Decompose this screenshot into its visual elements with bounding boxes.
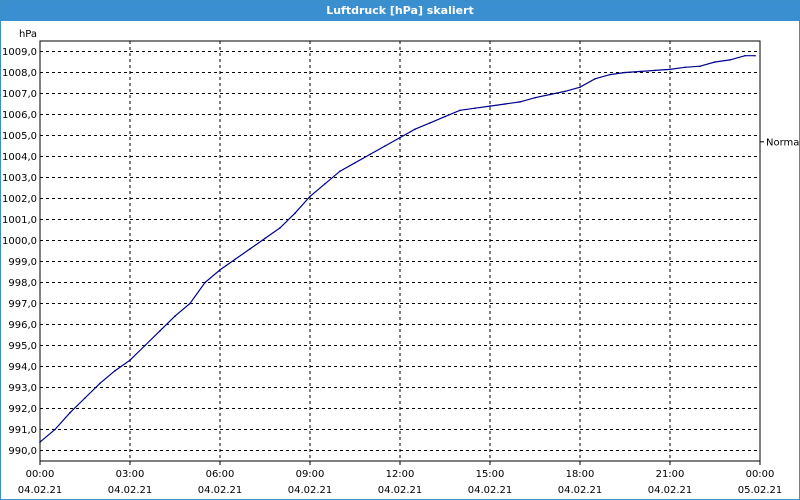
data-point [129, 359, 131, 362]
data-point [309, 195, 311, 198]
data-point [354, 162, 356, 164]
y-tick-label: 1009,0 [2, 47, 37, 58]
x-tick-date-label: 04.02.21 [18, 485, 63, 496]
data-point [339, 170, 341, 172]
data-point [504, 103, 506, 105]
y-tick-label: 996,0 [8, 320, 37, 331]
window-title: Luftdruck [hPa] skaliert [1, 1, 799, 21]
data-point [384, 145, 386, 147]
series-points [39, 54, 756, 443]
x-tick-time-label: 12:00 [386, 469, 415, 480]
y-tick-label: 998,0 [8, 278, 37, 289]
data-point [534, 96, 536, 99]
y-tick-label: 1001,0 [2, 215, 37, 226]
x-tick-date-label: 05.02.21 [738, 485, 783, 496]
y-tick-labels: 990,0 991,0 992,0 993,0 994,0 995,0 996,0 997,0… [2, 47, 37, 457]
data-point [39, 441, 41, 443]
y-tick-label: 1002,0 [2, 194, 37, 205]
x-tick-time-label: 00:00 [746, 469, 775, 480]
data-point [744, 54, 746, 57]
data-point [189, 302, 191, 305]
data-point [654, 69, 656, 72]
x-tick-time-label: 00:00 [26, 469, 55, 480]
data-point [84, 397, 86, 399]
x-tick-date-label: 04.02.21 [558, 485, 603, 496]
reference-normal-label: Normal [766, 137, 799, 148]
data-point [144, 344, 146, 347]
x-tick-time-label: 03:00 [116, 469, 145, 480]
y-axis-unit-label: hPa [19, 29, 37, 40]
data-point [729, 59, 731, 61]
y-tick-label: 991,0 [8, 425, 37, 436]
data-point [249, 248, 251, 250]
y-tick-label: 1003,0 [2, 173, 37, 184]
y-tick-label: 999,0 [8, 257, 37, 268]
data-point [609, 73, 611, 76]
data-point [699, 65, 701, 67]
plot-area [39, 40, 761, 462]
data-point [594, 78, 596, 80]
y-tick-label: 1007,0 [2, 89, 37, 100]
x-tick-date-label: 04.02.21 [378, 485, 423, 496]
data-point [69, 411, 71, 414]
x-tick-time-label: 18:00 [566, 469, 595, 480]
data-point [294, 212, 296, 214]
y-tick-label: 1004,0 [2, 152, 37, 163]
data-point [754, 54, 756, 57]
pressure-series-line [39, 55, 755, 443]
data-point [489, 105, 491, 107]
pressure-chart: hPa 990,0991,0992,0993,0994,0995,0996,09… [2, 29, 799, 496]
data-point [639, 70, 641, 73]
data-point [324, 183, 326, 185]
y-tick-label: 990,0 [8, 446, 37, 457]
y-tick-label: 992,0 [8, 404, 37, 415]
x-tick-time-label: 21:00 [656, 469, 685, 480]
data-point [564, 90, 566, 93]
data-point [99, 382, 101, 385]
y-tick-label: 995,0 [8, 341, 37, 352]
data-point [159, 330, 161, 332]
data-point [519, 101, 521, 103]
data-point [669, 68, 671, 71]
x-tick-date-label: 04.02.21 [468, 485, 513, 496]
data-point [369, 153, 371, 156]
data-point [474, 107, 476, 109]
data-point [174, 315, 176, 317]
data-point [264, 237, 266, 240]
data-point [204, 281, 206, 284]
x-tick-date-label: 04.02.21 [108, 485, 153, 496]
data-point [684, 66, 686, 69]
x-tick-date-label: 04.02.21 [198, 485, 243, 496]
grid-lines [39, 41, 761, 465]
data-point [219, 269, 221, 271]
data-point [444, 115, 446, 118]
data-point [714, 61, 716, 63]
x-tick-date-label: 04.02.21 [288, 485, 333, 496]
data-point [54, 428, 56, 431]
data-point [624, 71, 626, 74]
data-point [579, 86, 581, 88]
data-point [549, 93, 551, 96]
y-tick-label: 994,0 [8, 362, 37, 373]
data-point [114, 369, 116, 372]
y-tick-label: 997,0 [8, 299, 37, 310]
data-point [234, 258, 236, 261]
y-tick-label: 993,0 [8, 383, 37, 394]
y-tick-label: 1008,0 [2, 68, 37, 79]
y-tick-label: 1005,0 [2, 131, 37, 142]
x-tick-labels: 00:00 04.02.21 03:00 04.02.21 06:00 04.02.21 0… [18, 469, 783, 496]
data-point [279, 227, 281, 229]
data-point [414, 128, 416, 130]
x-tick-time-label: 09:00 [296, 469, 325, 480]
x-tick-time-label: 06:00 [206, 469, 235, 480]
data-point [459, 109, 461, 112]
x-tick-date-label: 04.02.21 [648, 485, 693, 496]
data-point [429, 122, 431, 124]
data-point [399, 136, 401, 139]
x-tick-time-label: 15:00 [476, 469, 505, 480]
y-tick-label: 1006,0 [2, 110, 37, 121]
y-tick-label: 1000,0 [2, 236, 37, 247]
